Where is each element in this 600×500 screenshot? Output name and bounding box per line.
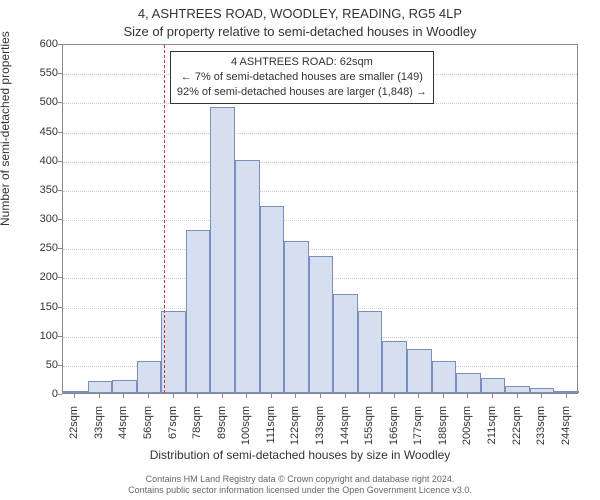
- x-tick-mark: [148, 394, 149, 398]
- y-tick-label: 300: [28, 213, 58, 225]
- annotation-line-1: 4 ASHTREES ROAD: 62sqm: [177, 55, 427, 70]
- y-tick-label: 150: [28, 301, 58, 313]
- y-tick-label: 350: [28, 184, 58, 196]
- histogram-bar: [137, 361, 162, 393]
- y-tick-label: 50: [28, 359, 58, 371]
- x-axis-label: Distribution of semi-detached houses by …: [0, 448, 600, 462]
- x-tick-mark: [74, 394, 75, 398]
- x-tick-mark: [394, 394, 395, 398]
- histogram-bar: [358, 311, 383, 393]
- footer-line-1: Contains HM Land Registry data © Crown c…: [0, 474, 600, 485]
- x-tick-mark: [492, 394, 493, 398]
- histogram-bar: [63, 391, 88, 393]
- y-tick-label: 600: [28, 38, 58, 50]
- y-tick-label: 0: [28, 388, 58, 400]
- histogram-bar: [382, 341, 407, 394]
- x-tick-mark: [222, 394, 223, 398]
- histogram-bar: [505, 386, 530, 393]
- histogram-bar: [210, 107, 235, 393]
- histogram-bar: [309, 256, 334, 393]
- x-tick-mark: [295, 394, 296, 398]
- gridline: [63, 191, 577, 192]
- x-tick-mark: [123, 394, 124, 398]
- histogram-bar: [432, 361, 457, 393]
- x-tick-mark: [99, 394, 100, 398]
- histogram-bar: [530, 388, 555, 393]
- x-tick-mark: [517, 394, 518, 398]
- histogram-bar: [260, 206, 285, 393]
- x-tick-mark: [197, 394, 198, 398]
- histogram-bar: [88, 381, 113, 393]
- x-tick-mark: [443, 394, 444, 398]
- x-tick-mark: [271, 394, 272, 398]
- y-tick-mark: [58, 394, 62, 395]
- histogram-bar: [235, 160, 260, 393]
- x-tick-mark: [173, 394, 174, 398]
- gridline: [63, 220, 577, 221]
- x-tick-mark: [320, 394, 321, 398]
- histogram-bar: [481, 378, 506, 393]
- y-tick-label: 400: [28, 155, 58, 167]
- y-tick-label: 100: [28, 330, 58, 342]
- y-tick-label: 250: [28, 242, 58, 254]
- chart-container: 4, ASHTREES ROAD, WOODLEY, READING, RG5 …: [0, 0, 600, 500]
- footer-line-2: Contains public sector information licen…: [0, 485, 600, 496]
- y-tick-label: 500: [28, 96, 58, 108]
- reference-line: [164, 45, 165, 393]
- x-tick-mark: [418, 394, 419, 398]
- histogram-bar: [112, 380, 137, 393]
- annotation-line-3: 92% of semi-detached houses are larger (…: [177, 85, 427, 100]
- histogram-bar: [161, 311, 186, 393]
- y-tick-label: 550: [28, 67, 58, 79]
- gridline: [63, 249, 577, 250]
- y-axis-label: Number of semi-detached properties: [0, 31, 12, 226]
- y-tick-label: 450: [28, 126, 58, 138]
- gridline: [63, 133, 577, 134]
- chart-title-sub: Size of property relative to semi-detach…: [0, 24, 600, 39]
- chart-title-main: 4, ASHTREES ROAD, WOODLEY, READING, RG5 …: [0, 6, 600, 21]
- annotation-box: 4 ASHTREES ROAD: 62sqm ← 7% of semi-deta…: [170, 51, 434, 104]
- histogram-bar: [554, 391, 579, 393]
- annotation-line-2: ← 7% of semi-detached houses are smaller…: [177, 70, 427, 85]
- x-tick-mark: [246, 394, 247, 398]
- x-tick-mark: [541, 394, 542, 398]
- x-tick-mark: [467, 394, 468, 398]
- x-tick-mark: [566, 394, 567, 398]
- histogram-bar: [456, 373, 481, 393]
- x-tick-mark: [345, 394, 346, 398]
- plot-area: 4 ASHTREES ROAD: 62sqm ← 7% of semi-deta…: [62, 44, 578, 394]
- histogram-bar: [407, 349, 432, 393]
- gridline: [63, 162, 577, 163]
- y-tick-label: 200: [28, 271, 58, 283]
- histogram-bar: [333, 294, 358, 393]
- footer-text: Contains HM Land Registry data © Crown c…: [0, 474, 600, 496]
- histogram-bar: [186, 230, 211, 393]
- histogram-bar: [284, 241, 309, 393]
- x-tick-mark: [369, 394, 370, 398]
